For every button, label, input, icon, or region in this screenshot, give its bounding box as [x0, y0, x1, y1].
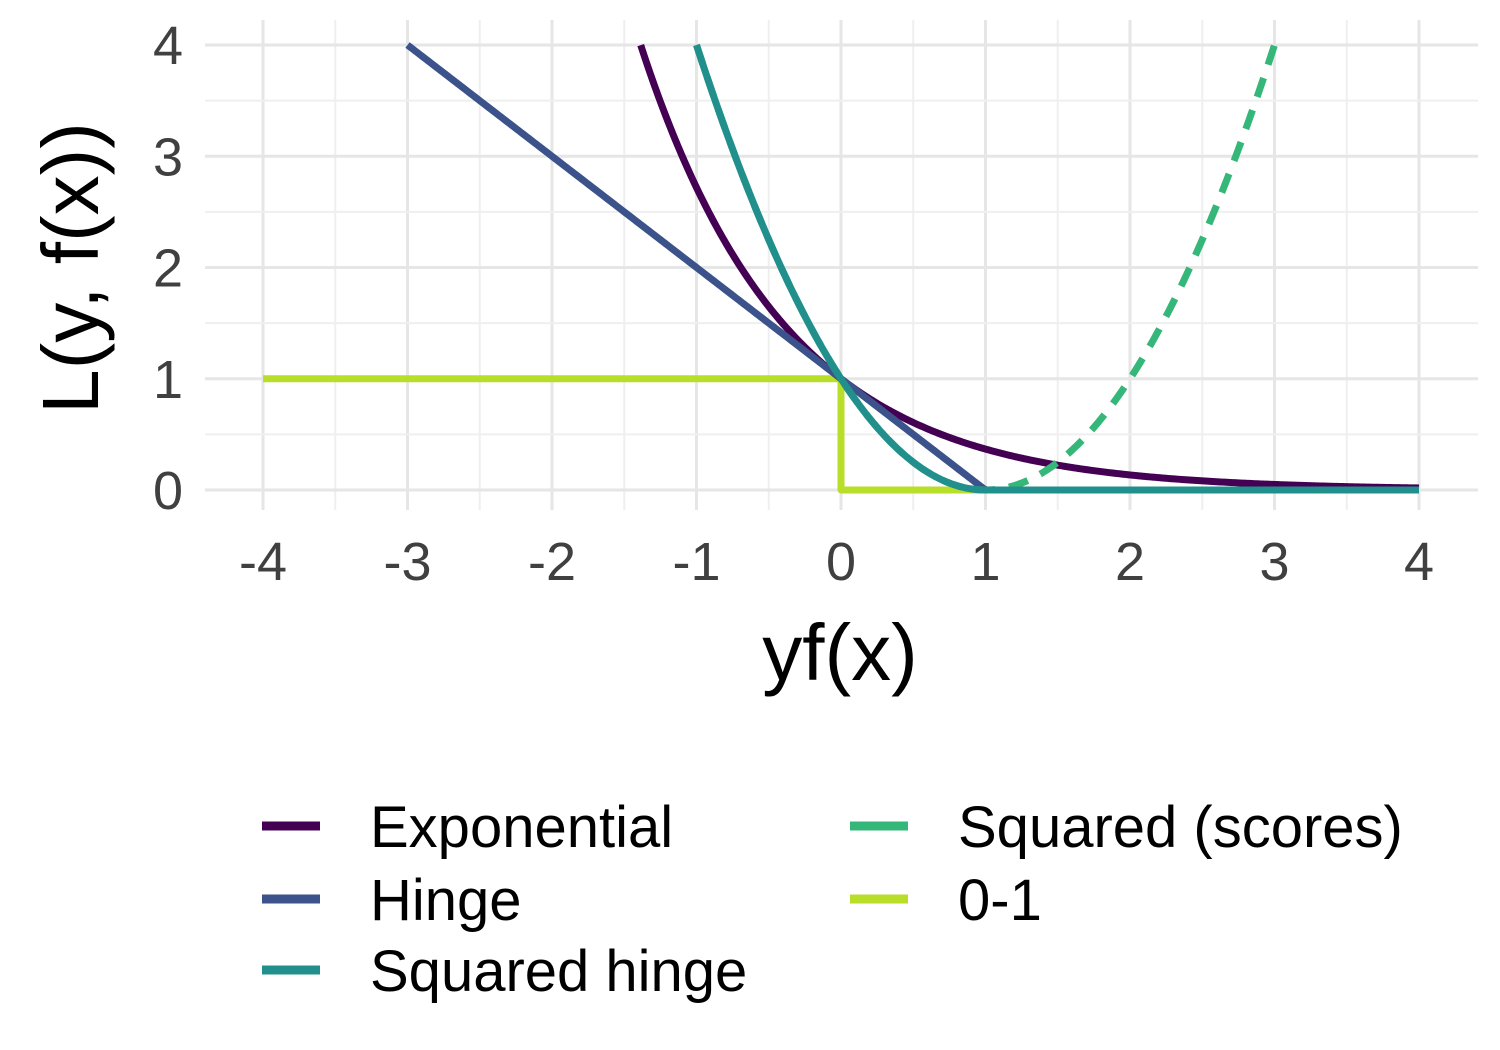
series-line-squared-hinge [693, 43, 1421, 494]
series-line-exponential [637, 44, 1421, 492]
y-axis-title: L(y, f(x)) [26, 122, 115, 414]
x-tick-label: 2 [1115, 532, 1145, 592]
y-tick-label: 1 [153, 350, 183, 410]
x-tick-labels: -4 -3 -2 -1 0 1 2 3 4 [239, 532, 1434, 592]
x-tick-label: 1 [970, 532, 1000, 592]
series-lines [263, 42, 1421, 494]
y-tick-label: 0 [153, 461, 183, 521]
x-tick-label: -1 [672, 532, 720, 592]
legend-label-hinge: Hinge [370, 868, 522, 933]
x-tick-label: -2 [528, 532, 576, 592]
y-tick-label: 2 [153, 239, 183, 299]
y-tick-label: 4 [153, 16, 183, 76]
legend-label-squared-hinge: Squared hinge [370, 939, 747, 1004]
legend-label-0-1: 0-1 [958, 868, 1042, 933]
x-tick-label: 4 [1404, 532, 1434, 592]
x-tick-label: -3 [383, 532, 431, 592]
y-tick-label: 3 [153, 127, 183, 187]
x-tick-label: 0 [826, 532, 856, 592]
x-tick-label: -4 [239, 532, 287, 592]
y-tick-labels: 0 1 2 3 4 [153, 16, 183, 521]
x-tick-label: 3 [1259, 532, 1289, 592]
x-axis-title: yf(x) [762, 608, 918, 697]
legend-label-exponential: Exponential [370, 795, 673, 860]
legend-label-squared-scores: Squared (scores) [958, 795, 1403, 860]
